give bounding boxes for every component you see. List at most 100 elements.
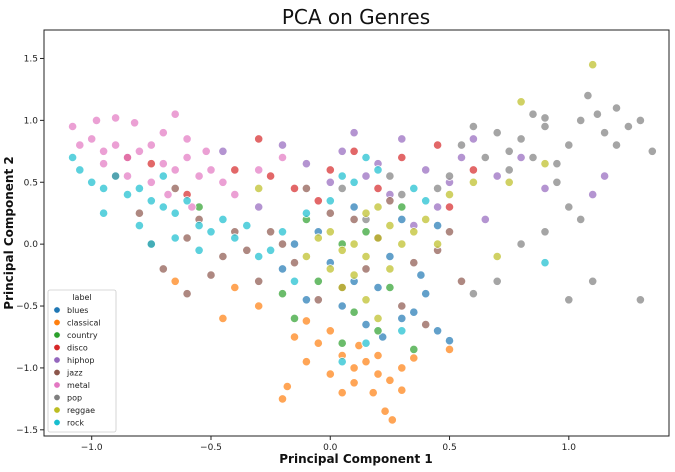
point-metal (170, 109, 180, 119)
point-rock (337, 357, 347, 367)
point-hiphop (361, 171, 371, 181)
point-blues (444, 336, 455, 346)
point-rock (397, 326, 407, 336)
legend-marker-classical (53, 318, 61, 326)
point-rock (421, 196, 431, 206)
point-jazz (301, 183, 311, 193)
point-jazz (289, 258, 300, 268)
point-metal (122, 171, 133, 181)
point-rock (361, 152, 371, 163)
point-country (361, 227, 371, 237)
point-pop (468, 121, 478, 132)
point-pop (385, 171, 395, 181)
point-pop (564, 295, 574, 305)
point-reggae (409, 227, 419, 237)
point-blues (301, 295, 311, 305)
point-pop (623, 121, 634, 132)
legend-label-classical: classical (67, 319, 101, 328)
point-reggae (373, 202, 383, 212)
point-pop (492, 128, 502, 138)
y-tick-label: −0.5 (16, 302, 38, 312)
point-rock (242, 221, 252, 231)
point-hiphop (468, 134, 478, 144)
point-disco (325, 165, 335, 175)
point-reggae (313, 233, 323, 243)
point-jazz (158, 264, 168, 274)
point-reggae (540, 159, 550, 169)
point-metal (201, 146, 211, 156)
point-blues (378, 332, 388, 342)
point-rock (265, 245, 276, 255)
point-disco (468, 165, 478, 175)
point-reggae (588, 60, 598, 70)
point-disco (289, 183, 300, 193)
point-rock (194, 221, 204, 231)
point-blues (277, 264, 288, 274)
point-hiphop (397, 134, 407, 144)
point-pop (468, 289, 478, 299)
point-metal (182, 134, 192, 144)
point-country (373, 326, 383, 336)
point-pop (516, 134, 526, 144)
point-metal (99, 159, 109, 169)
point-rock (87, 177, 97, 187)
point-classical (337, 388, 347, 398)
point-jazz (218, 251, 228, 262)
point-rock (111, 171, 121, 181)
point-jazz (313, 295, 323, 305)
point-metal (187, 202, 197, 212)
point-rock (254, 251, 264, 262)
point-pop (504, 165, 514, 175)
point-reggae (397, 239, 407, 249)
legend-label-jazz: jazz (66, 369, 83, 378)
scatter-points (68, 60, 657, 425)
point-rock (206, 227, 216, 237)
point-jazz (361, 264, 371, 274)
point-jazz (134, 208, 144, 218)
point-jazz (182, 233, 192, 243)
point-country (409, 344, 419, 354)
point-metal (146, 177, 156, 187)
point-jazz (421, 319, 431, 330)
point-rock (289, 276, 300, 286)
legend-label-reggae: reggae (67, 406, 95, 415)
point-classical (373, 369, 383, 379)
point-rock (373, 165, 383, 175)
point-pop (611, 140, 622, 150)
point-reggae (492, 251, 502, 262)
point-reggae (373, 233, 383, 243)
point-pop (576, 214, 586, 224)
point-classical (380, 406, 390, 416)
x-tick-label: −1.0 (81, 443, 103, 453)
point-pop (516, 239, 526, 249)
point-country (313, 276, 323, 286)
point-pop (588, 276, 598, 286)
legend: label blues classical country disco hiphop jaz… (47, 289, 117, 433)
legend-marker-country (53, 331, 61, 339)
legend-label-rock: rock (67, 419, 84, 428)
point-pop (540, 121, 550, 132)
point-blues (432, 221, 443, 231)
point-disco (146, 159, 156, 169)
point-rock (99, 208, 109, 218)
point-reggae (254, 183, 264, 193)
point-jazz (397, 301, 407, 311)
point-hiphop (325, 177, 335, 187)
point-rock (361, 338, 371, 348)
point-pop (592, 109, 603, 119)
point-classical (385, 375, 395, 385)
point-reggae (301, 251, 311, 262)
point-pop (564, 202, 574, 212)
point-jazz (385, 196, 395, 206)
point-hiphop (480, 214, 490, 224)
legend-label-country: country (67, 331, 98, 340)
point-classical (373, 350, 383, 361)
point-disco (444, 202, 455, 212)
x-tick-label: 1.0 (562, 443, 577, 453)
point-metal (182, 152, 192, 163)
point-reggae (337, 245, 347, 255)
point-metal (87, 134, 97, 144)
point-classical (301, 316, 311, 326)
point-classical (313, 338, 323, 348)
